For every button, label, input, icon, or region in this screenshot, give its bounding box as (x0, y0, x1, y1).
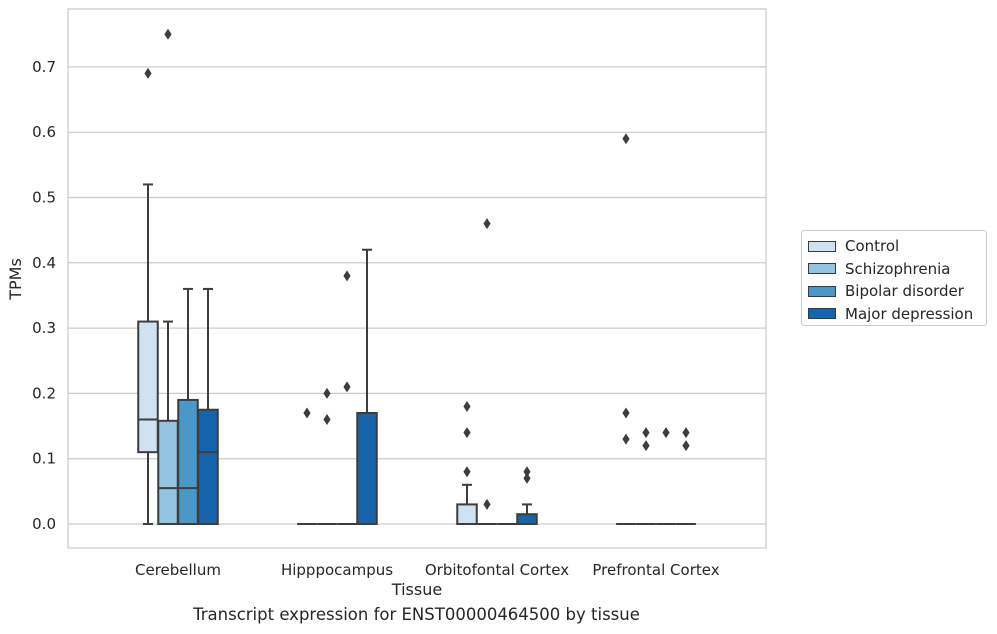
outlier-point (523, 466, 531, 478)
y-tick-label: 0.0 (32, 515, 56, 533)
series-major-depression (197, 248, 696, 526)
box-body (516, 513, 538, 526)
outlier-point (642, 427, 650, 439)
y-axis-label: TPMs (6, 258, 25, 301)
series-schizophrenia (157, 28, 656, 525)
box (297, 407, 317, 525)
box-body (137, 320, 159, 454)
y-tick-label: 0.4 (32, 254, 56, 272)
legend-label: Bipolar disorder (845, 282, 964, 301)
outlier-point (323, 414, 331, 426)
box (676, 427, 696, 525)
outlier-point (303, 407, 311, 419)
outlier-point (463, 466, 471, 478)
y-axis-ticks: 0.0 0.1 0.2 0.3 0.4 0.5 0.6 0.7 (32, 58, 56, 533)
legend-swatch (808, 263, 836, 275)
box (177, 287, 199, 525)
outlier-point (622, 407, 630, 419)
legend-swatch (808, 240, 836, 252)
box-series (137, 28, 696, 526)
outlier-point (662, 427, 670, 439)
legend-item: Schizophrenia (808, 258, 980, 281)
x-tick-label: Orbitofontal Cortex (425, 561, 569, 579)
box (477, 218, 497, 525)
box (337, 270, 357, 525)
box (197, 287, 219, 526)
box (656, 427, 676, 525)
outlier-point (622, 133, 630, 145)
series-bipolar-disorder (177, 270, 676, 525)
y-tick-label: 0.1 (32, 450, 56, 468)
outlier-point (463, 400, 471, 412)
box (516, 466, 538, 526)
series-control (137, 67, 636, 526)
legend-swatch (808, 285, 836, 297)
legend: Control Schizophrenia Bipolar disorder Majo… (801, 230, 987, 326)
outlier-point (144, 67, 152, 79)
outlier-point (483, 498, 491, 510)
outlier-point (323, 387, 331, 399)
figure-caption: Transcript expression for ENST0000046450… (193, 605, 640, 624)
x-tick-label: Hipppocampus (281, 561, 393, 579)
legend-item: Control (808, 235, 980, 258)
legend-item: Major depression (808, 303, 980, 326)
box-body (197, 408, 219, 526)
outlier-point (642, 440, 650, 452)
box-body (356, 411, 378, 525)
y-tick-label: 0.6 (32, 123, 56, 141)
y-tick-label: 0.3 (32, 319, 56, 337)
box (157, 28, 179, 525)
x-axis-label: Tissue (391, 580, 442, 599)
box-body (456, 503, 478, 526)
box (317, 387, 337, 525)
y-tick-label: 0.2 (32, 384, 56, 402)
x-axis-ticks: Cerebellum Hipppocampus Orbitofontal Corte… (135, 561, 720, 579)
box (356, 248, 378, 525)
outlier-point (523, 472, 531, 484)
outlier-point (483, 218, 491, 230)
box-body (157, 419, 179, 525)
legend-label: Major depression (845, 304, 974, 323)
outlier-point (622, 433, 630, 445)
x-tick-label: Prefrontal Cortex (592, 561, 719, 579)
legend-swatch (808, 308, 836, 320)
outlier-point (682, 440, 690, 452)
box (137, 67, 159, 525)
y-tick-label: 0.7 (32, 58, 56, 76)
x-tick-label: Cerebellum (135, 561, 221, 579)
box (636, 427, 656, 525)
outlier-point (463, 427, 471, 439)
outlier-point (343, 381, 351, 393)
outlier-point (164, 28, 172, 40)
y-tick-label: 0.5 (32, 189, 56, 207)
box-body (177, 398, 199, 525)
plot-frame (67, 8, 767, 549)
outlier-point (682, 427, 690, 439)
box (616, 133, 636, 525)
box (456, 400, 478, 526)
legend-label: Control (845, 237, 900, 256)
outlier-point (343, 270, 351, 282)
legend-label: Schizophrenia (845, 259, 951, 278)
legend-item: Bipolar disorder (808, 280, 980, 303)
